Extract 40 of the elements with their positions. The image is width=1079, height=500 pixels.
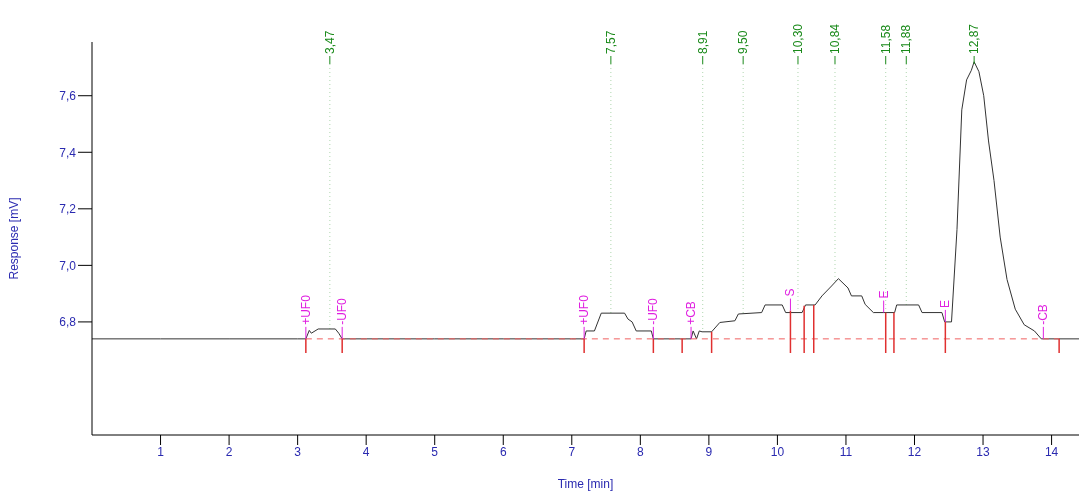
annotation: 12,87	[967, 23, 982, 54]
y-axis-title: Response [mV]	[7, 197, 22, 280]
y-tick-label: 6,8	[59, 315, 77, 330]
y-tick-label: 7,2	[59, 202, 77, 217]
annotation: +UF0	[577, 294, 592, 325]
annotation: 10,30	[790, 23, 805, 54]
x-tick-label: 11	[839, 444, 853, 459]
x-tick-label: 2	[225, 444, 233, 459]
annotation: 7,57	[603, 30, 618, 54]
annotation: -UF0	[646, 297, 661, 325]
annotation: S	[783, 288, 798, 297]
x-tick-label: 13	[976, 444, 991, 459]
annotation: 11,88	[899, 24, 914, 54]
x-tick-label: 6	[499, 444, 507, 459]
annotation: 9,50	[736, 30, 751, 54]
line-series	[92, 61, 1079, 340]
x-tick-label: 12	[907, 444, 922, 459]
x-tick-label: 7	[568, 444, 576, 459]
annotation: E	[938, 299, 953, 308]
annotation: -UF0	[335, 297, 350, 325]
x-tick-label: 8	[636, 444, 644, 459]
x-axis-title: Time [min]	[557, 477, 614, 491]
annotation: 10,84	[827, 23, 842, 54]
x-tick-label: 5	[431, 444, 439, 459]
y-tick-label: 7,0	[59, 258, 77, 273]
annotation: E	[876, 290, 891, 299]
x-tick-label: 1	[157, 444, 165, 459]
annotation: +UF0	[298, 294, 313, 325]
annotation: +CB	[684, 301, 699, 325]
x-tick-label: 9	[705, 444, 713, 459]
annotation: 8,91	[695, 30, 710, 54]
x-tick-label: 10	[770, 444, 785, 459]
annotation: 11,58	[878, 24, 893, 54]
annotation: -CB	[1036, 304, 1051, 325]
annotation: 3,47	[322, 30, 337, 54]
x-tick-label: 4	[362, 444, 370, 459]
x-tick-label: 14	[1044, 444, 1059, 459]
y-tick-label: 7,4	[59, 145, 77, 160]
x-tick-label: 3	[294, 444, 302, 459]
y-tick-label: 7,6	[59, 88, 77, 103]
